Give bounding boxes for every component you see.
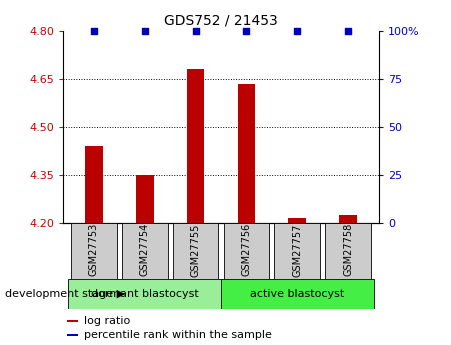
Bar bbox=[85, 146, 103, 223]
Text: dormant blastocyst: dormant blastocyst bbox=[91, 289, 198, 299]
Bar bbox=[238, 84, 255, 223]
Text: GSM27755: GSM27755 bbox=[190, 223, 201, 277]
Point bbox=[90, 28, 97, 34]
Point bbox=[345, 28, 352, 34]
Text: development stage ▶: development stage ▶ bbox=[5, 289, 124, 299]
Text: GSM27754: GSM27754 bbox=[140, 223, 150, 276]
Text: GSM27756: GSM27756 bbox=[241, 223, 252, 276]
Bar bbox=[275, 223, 320, 279]
Text: GSM27753: GSM27753 bbox=[89, 223, 99, 276]
Bar bbox=[136, 175, 153, 223]
Bar bbox=[67, 320, 78, 322]
Text: log ratio: log ratio bbox=[84, 316, 130, 326]
Bar bbox=[325, 223, 371, 279]
Bar bbox=[340, 215, 357, 223]
Point bbox=[243, 28, 250, 34]
Text: active blastocyst: active blastocyst bbox=[250, 289, 345, 299]
Text: GSM27758: GSM27758 bbox=[343, 223, 353, 276]
Bar bbox=[224, 223, 269, 279]
Bar bbox=[122, 223, 167, 279]
Point bbox=[294, 28, 301, 34]
Point bbox=[192, 28, 199, 34]
Text: GSM27757: GSM27757 bbox=[292, 223, 302, 277]
Bar bbox=[289, 218, 306, 223]
Bar bbox=[187, 69, 204, 223]
Bar bbox=[173, 223, 218, 279]
Text: percentile rank within the sample: percentile rank within the sample bbox=[84, 330, 272, 339]
Bar bbox=[68, 279, 221, 309]
Title: GDS752 / 21453: GDS752 / 21453 bbox=[164, 13, 278, 27]
Bar bbox=[67, 334, 78, 336]
Bar bbox=[71, 223, 117, 279]
Bar bbox=[221, 279, 374, 309]
Point bbox=[141, 28, 148, 34]
